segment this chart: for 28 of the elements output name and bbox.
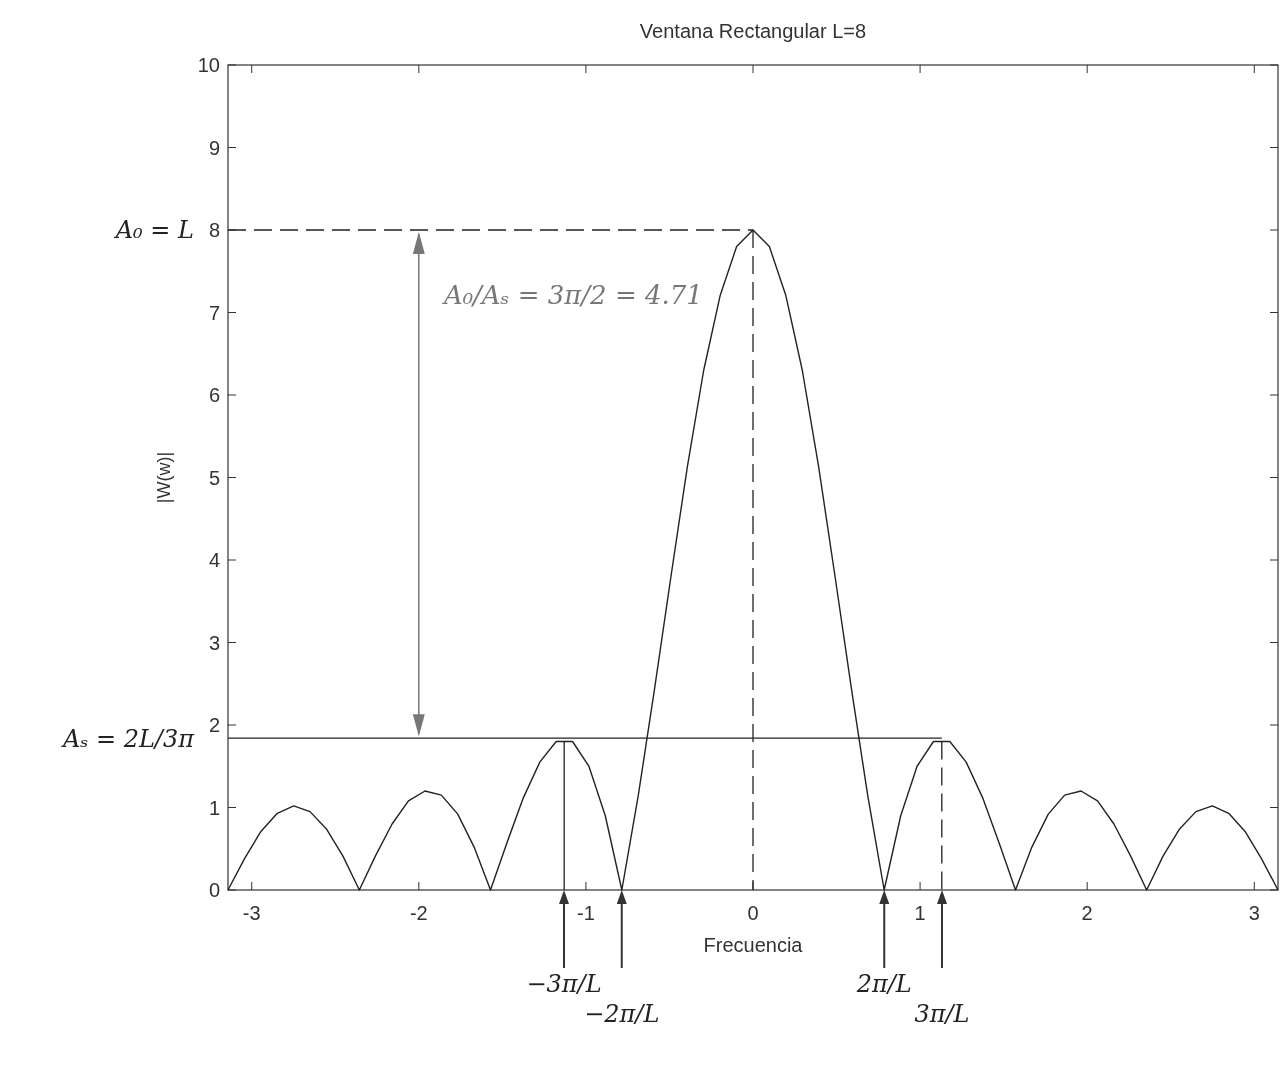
x-tick-label: -3 [242,902,261,924]
x-tick-label: 2 [1081,902,1093,924]
y-tick-label: 5 [208,466,220,489]
y-tick-label: 7 [208,301,220,324]
x-axis-title: Frecuencia [703,934,804,956]
y-tick-label: 6 [208,384,220,406]
y-tick-label: 9 [208,136,220,159]
x-tick-label: -2 [409,902,428,924]
y-tick-label: 3 [208,631,220,654]
text: 2π/L [855,970,912,998]
y-tick-label: 10 [197,54,220,76]
annotation: A₀/Aₛ = 3π/2 = 4.71 [441,280,703,311]
x-tick-label: 1 [914,902,926,924]
chart-title: Ventana Rectangular L=8 [639,20,867,42]
y-axis-title: |W(w)| [154,451,174,504]
y-tick-label: 2 [208,714,220,736]
y-tick-label: 4 [208,549,220,571]
y-tick-label: 8 [208,219,220,241]
text: −2π/L [584,1000,660,1028]
text: −3π/L [526,970,602,998]
ref-line-label: Aₛ = 2L/3π [60,724,196,753]
y-tick-label: 0 [208,879,220,901]
x-tick-label: 0 [747,902,759,924]
ref-line-label: A₀ = L [113,216,194,245]
x-tick-label: 3 [1248,902,1260,924]
text: 3π/L [914,1000,970,1028]
x-tick-label: -1 [577,902,595,924]
y-tick-label: 1 [208,796,220,819]
